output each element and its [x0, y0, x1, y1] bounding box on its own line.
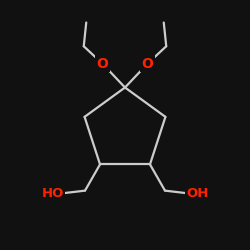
- Text: OH: OH: [186, 187, 208, 200]
- Text: O: O: [142, 57, 154, 71]
- Text: O: O: [96, 57, 108, 71]
- Text: HO: HO: [42, 187, 64, 200]
